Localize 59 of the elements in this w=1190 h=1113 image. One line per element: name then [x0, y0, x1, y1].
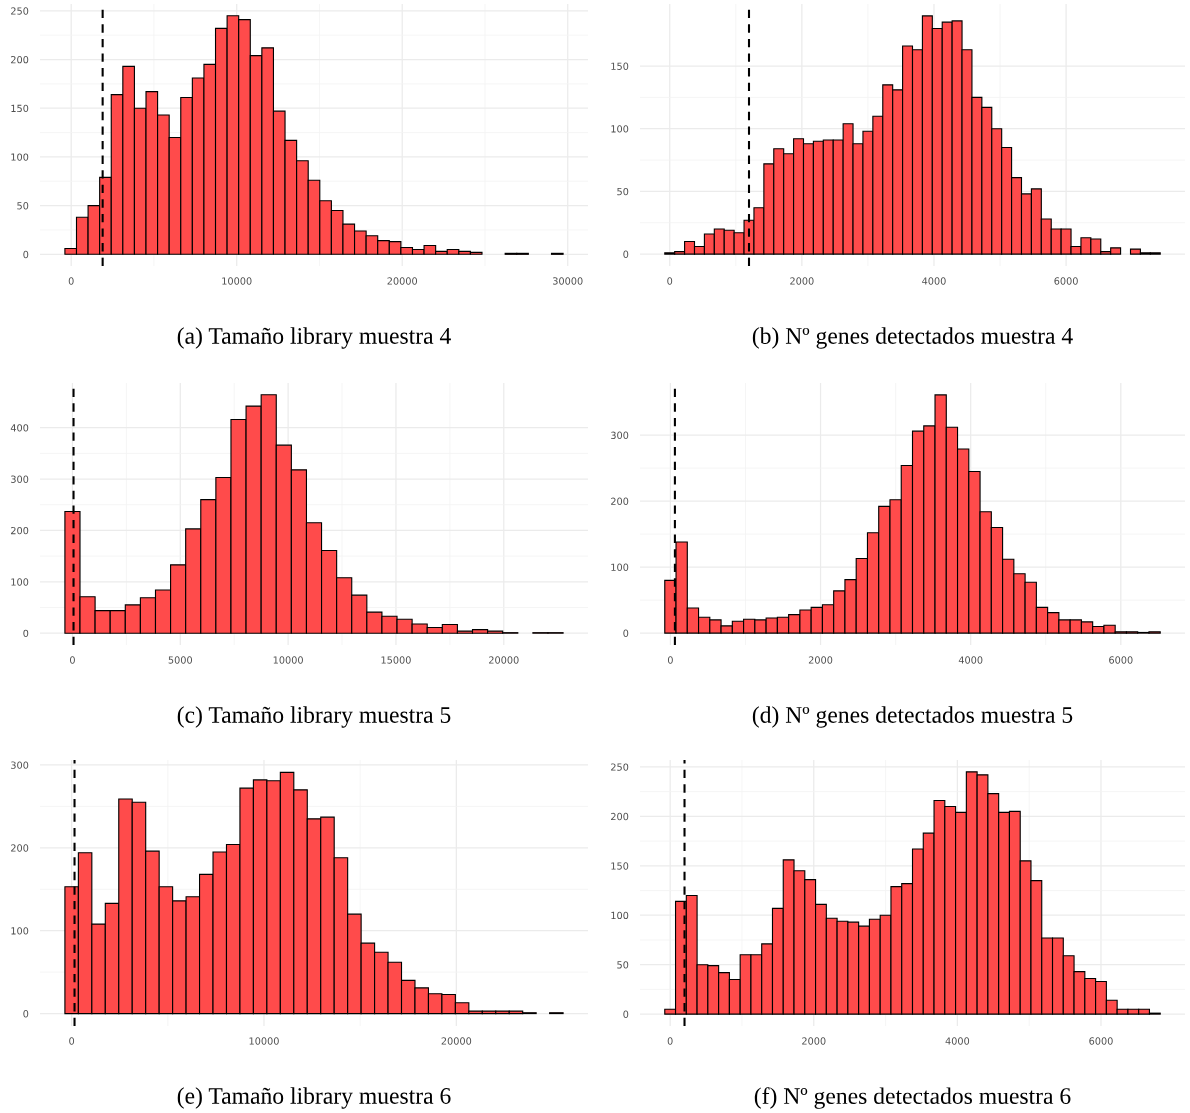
x-tick-label: 6000 [1109, 656, 1133, 664]
x-tick-label: 6000 [1054, 277, 1078, 285]
y-tick-label: 0 [23, 250, 29, 259]
text: (d) Nº genes detectados muestra 5 [752, 706, 1073, 728]
y-tick-label: 200 [11, 844, 29, 852]
x-tick-label: 0 [70, 656, 75, 664]
y-tick-label: 300 [611, 431, 629, 439]
x-tick-label: 0 [69, 1037, 75, 1045]
y-tick-label: 100 [611, 125, 629, 133]
y-tick-label: 100 [11, 153, 29, 161]
x-tick-label: 4000 [922, 277, 946, 285]
x-tick-label: 20000 [441, 1037, 472, 1045]
y-tick-label: 100 [11, 927, 29, 935]
x-tick-label: 10000 [249, 1037, 279, 1045]
x-tick-label: 4000 [958, 656, 983, 664]
y-tick-label: 200 [611, 812, 629, 821]
y-tick-label: 150 [11, 104, 29, 113]
text: (c) Tamaño library muestra 5 [177, 706, 451, 728]
x-tick-label: 6000 [1089, 1037, 1113, 1045]
y-tick-label: 200 [11, 526, 29, 535]
y-tick-label: 250 [611, 763, 629, 771]
y-tick-label: 300 [11, 475, 29, 483]
y-tick-label: 200 [11, 55, 29, 64]
text: (b) Nº genes detectados muestra 4 [752, 327, 1073, 349]
y-tick-label: 150 [611, 862, 629, 870]
x-tick-label: 2000 [802, 1037, 826, 1045]
y-tick-label: 50 [617, 961, 629, 969]
x-tick-label: 20000 [489, 656, 519, 664]
y-tick-label: 0 [23, 629, 29, 638]
y-tick-label: 0 [623, 629, 629, 637]
x-tick-label: 0 [667, 656, 673, 664]
x-tick-label: 10000 [222, 277, 252, 285]
y-tick-label: 0 [23, 1010, 29, 1018]
y-tick-label: 150 [611, 62, 629, 70]
y-tick-label: 200 [611, 497, 629, 505]
y-tick-label: 250 [11, 7, 29, 15]
x-tick-label: 4000 [945, 1037, 970, 1045]
x-tick-label: 10000 [273, 656, 303, 664]
y-tick-label: 50 [617, 187, 629, 196]
text: (a) Tamaño library muestra 4 [177, 327, 451, 349]
x-tick-label: 20000 [387, 277, 418, 285]
text: (f) Nº genes detectados muestra 6 [754, 1087, 1071, 1109]
y-tick-label: 50 [17, 202, 29, 210]
x-tick-label: 2000 [808, 656, 833, 664]
x-tick-label: 0 [68, 277, 74, 285]
y-tick-label: 0 [623, 250, 629, 258]
x-tick-label: 5000 [168, 656, 193, 664]
x-tick-label: 30000 [553, 277, 583, 285]
x-tick-label: 2000 [790, 277, 814, 285]
y-tick-label: 100 [611, 563, 629, 571]
x-tick-label: 15000 [381, 656, 411, 664]
y-tick-label: 100 [11, 578, 29, 586]
y-tick-label: 0 [623, 1010, 629, 1018]
x-tick-label: 0 [667, 1037, 673, 1045]
x-tick-label: 0 [667, 277, 673, 285]
text: (e) Tamaño library muestra 6 [177, 1087, 451, 1109]
y-tick-label: 100 [611, 911, 629, 920]
y-tick-label: 400 [10, 424, 29, 432]
y-tick-label: 300 [11, 761, 29, 769]
